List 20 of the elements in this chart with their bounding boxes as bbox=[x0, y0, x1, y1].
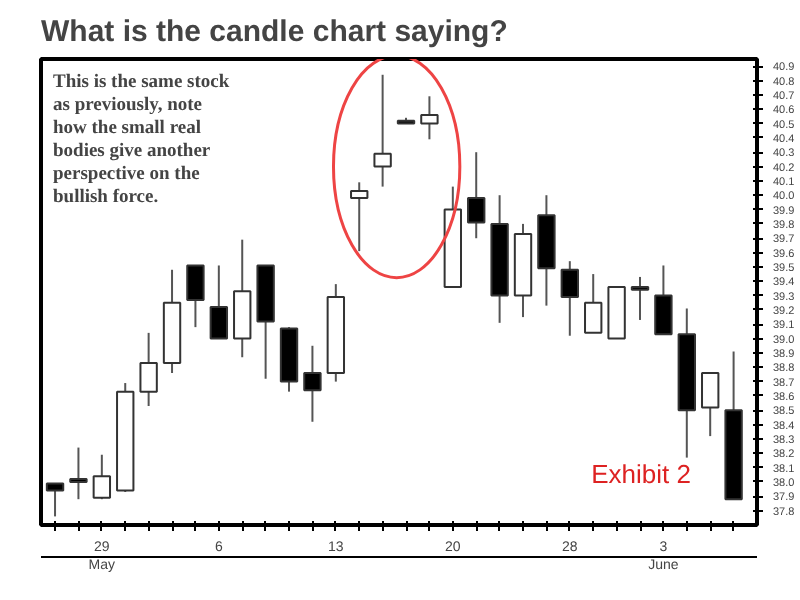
candlestick bbox=[303, 344, 322, 423]
candlestick bbox=[630, 275, 650, 321]
candlestick bbox=[45, 482, 65, 518]
candlestick bbox=[209, 264, 229, 340]
candlestick bbox=[233, 238, 252, 359]
candlestick bbox=[584, 273, 603, 334]
candlestick bbox=[186, 264, 205, 329]
candlestick bbox=[654, 264, 673, 336]
candlestick bbox=[92, 453, 112, 501]
candlestick bbox=[350, 181, 369, 253]
candlestick bbox=[467, 151, 486, 240]
chart-title: What is the candle chart saying? bbox=[41, 15, 508, 49]
candlestick bbox=[69, 446, 88, 501]
candlestick bbox=[560, 260, 579, 337]
candlestick bbox=[420, 95, 439, 141]
annotation: This is the same stock as previously, note how the small real bodies give another perspective on the bullish force. bbox=[53, 73, 231, 208]
candlestick bbox=[373, 73, 392, 188]
candlestick bbox=[701, 372, 720, 438]
candlestick bbox=[139, 331, 158, 407]
annotation: Exhibit 2 bbox=[591, 459, 691, 489]
